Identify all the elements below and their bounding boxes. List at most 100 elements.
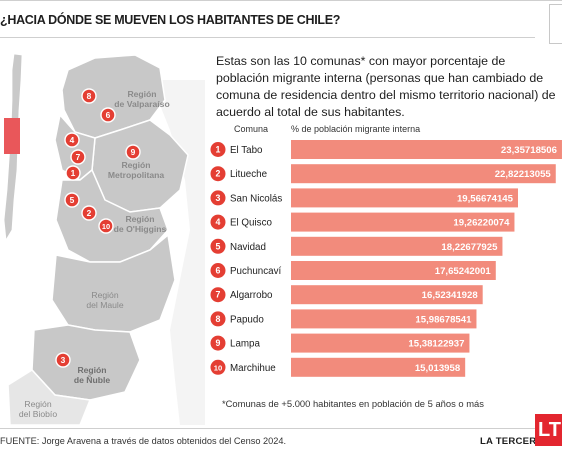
map-marker-4: 4 — [64, 132, 80, 148]
source-note: FUENTE: Jorge Aravena a través de datos … — [0, 436, 287, 446]
category-label: Lampa — [230, 339, 261, 350]
footer-divider — [0, 428, 535, 429]
bar-chart: 1 El Tabo 23,35718506 2 Litueche 22,82213055 3… — [210, 140, 562, 377]
intro-text: Estas son las 10 comunas* con mayor porc… — [216, 54, 556, 119]
svg-text:7: 7 — [76, 152, 81, 162]
svg-text:5: 5 — [70, 195, 75, 205]
brand-name: LA TERCERA — [480, 436, 544, 447]
category-label: El Tabo — [230, 145, 263, 156]
value-label: 18,22677925 — [441, 242, 498, 253]
bar — [291, 333, 470, 353]
category-label: Navidad — [230, 242, 266, 253]
bar-row: 7 Algarrobo 16,52341928 — [210, 285, 483, 305]
rank-marker — [210, 238, 226, 254]
top-rule — [0, 0, 562, 1]
rank-marker — [210, 311, 226, 327]
value-label: 15,013958 — [415, 363, 461, 374]
svg-text:4: 4 — [70, 135, 75, 145]
region-label-biobio: Región del Biobío — [19, 399, 57, 419]
title-divider — [0, 37, 535, 38]
rank-label: 1 — [216, 145, 221, 155]
page-title: ¿HACIA DÓNDE SE MUEVEN LOS HABITANTES DE… — [0, 13, 341, 27]
region-biobio — [7, 369, 92, 425]
bar — [291, 236, 503, 256]
rank-label: 8 — [216, 314, 221, 324]
rank-label: 7 — [216, 290, 221, 300]
svg-text:9: 9 — [131, 147, 136, 157]
corner-frame — [549, 4, 562, 44]
bar-row: 2 Litueche 22,82213055 — [210, 164, 556, 184]
value-label: 19,56674145 — [457, 193, 514, 204]
rank-marker — [210, 287, 226, 303]
svg-text:10: 10 — [102, 222, 110, 231]
value-label: 15,38122937 — [408, 339, 464, 350]
value-label: 23,35718506 — [501, 145, 557, 156]
bar — [291, 212, 515, 232]
map-marker-5: 5 — [64, 192, 80, 208]
category-label: Marchihue — [230, 363, 276, 374]
rank-marker — [210, 190, 226, 206]
chile-map: Región de Valparaíso Región Metropolitana … — [3, 53, 205, 425]
map-marker-6: 6 — [100, 107, 116, 123]
bar-row: 1 El Tabo 23,35718506 — [210, 140, 562, 159]
column-header-comuna: Comuna — [234, 124, 269, 134]
map-marker-8: 8 — [81, 88, 97, 104]
bar-row: 5 Navidad 18,22677925 — [210, 236, 503, 256]
rank-label: 5 — [216, 241, 221, 251]
category-label: San Nicolás — [230, 193, 282, 204]
value-label: 19,26220074 — [453, 218, 510, 229]
region-ohiggins — [55, 168, 169, 263]
map-marker-7: 7 — [70, 149, 86, 165]
value-label: 17,65242001 — [435, 266, 492, 277]
svg-text:6: 6 — [106, 110, 111, 120]
region-label-metropolitana: Región Metropolitana — [108, 160, 165, 180]
category-label: Puchuncaví — [230, 266, 281, 277]
map-marker-2: 2 — [81, 205, 97, 221]
svg-text:3: 3 — [61, 355, 66, 365]
rank-label: 10 — [214, 363, 222, 372]
rank-marker — [210, 359, 226, 375]
bar-row: 3 San Nicolás 19,56674145 — [210, 188, 518, 208]
region-maule — [51, 233, 176, 333]
value-label: 16,52341928 — [422, 290, 479, 301]
category-label: Litueche — [230, 169, 268, 180]
bar — [291, 261, 496, 280]
rank-marker — [210, 214, 226, 230]
bar — [291, 140, 562, 159]
map-marker-9: 9 — [125, 144, 141, 160]
map-marker-10: 10 — [98, 218, 114, 234]
bar-row: 6 Puchuncaví 17,65242001 — [210, 261, 496, 280]
rank-marker — [210, 263, 226, 278]
bar-row: 4 El Quisco 19,26220074 — [210, 212, 515, 232]
rank-marker — [210, 335, 226, 351]
minimap-highlight — [4, 118, 20, 154]
bar — [291, 357, 466, 377]
category-label: Papudo — [230, 314, 264, 325]
bar — [291, 188, 518, 208]
rank-marker — [210, 166, 226, 182]
svg-text:1: 1 — [71, 168, 76, 178]
region-label-nuble: Región de Ñuble — [74, 365, 111, 385]
value-label: 22,82213055 — [495, 169, 552, 180]
bar-row: 8 Papudo 15,98678541 — [210, 309, 477, 329]
bar — [291, 285, 483, 305]
rank-label: 6 — [216, 266, 221, 276]
map-marker-1: 1 — [65, 165, 81, 181]
region-label-valparaiso: Región de Valparaíso — [114, 89, 169, 109]
rank-marker — [210, 142, 226, 157]
brand-logo: LT — [535, 414, 562, 446]
map-marker-3: 3 — [55, 352, 71, 368]
rank-label: 4 — [216, 217, 221, 227]
bar — [291, 309, 477, 329]
value-label: 15,98678541 — [415, 314, 472, 325]
rank-label: 2 — [216, 169, 221, 179]
column-header-percent: % de población migrante interna — [291, 124, 421, 134]
bar — [291, 164, 556, 184]
region-label-ohiggins: Región de O'Higgins — [114, 214, 167, 234]
bar-row: 9 Lampa 15,38122937 — [210, 333, 470, 353]
rank-label: 3 — [216, 193, 221, 203]
footnote: *Comunas de +5.000 habitantes en poblaci… — [222, 398, 484, 409]
bar-row: 10 Marchihue 15,013958 — [210, 357, 466, 377]
rank-label: 9 — [216, 338, 221, 348]
category-label: Algarrobo — [230, 290, 273, 301]
